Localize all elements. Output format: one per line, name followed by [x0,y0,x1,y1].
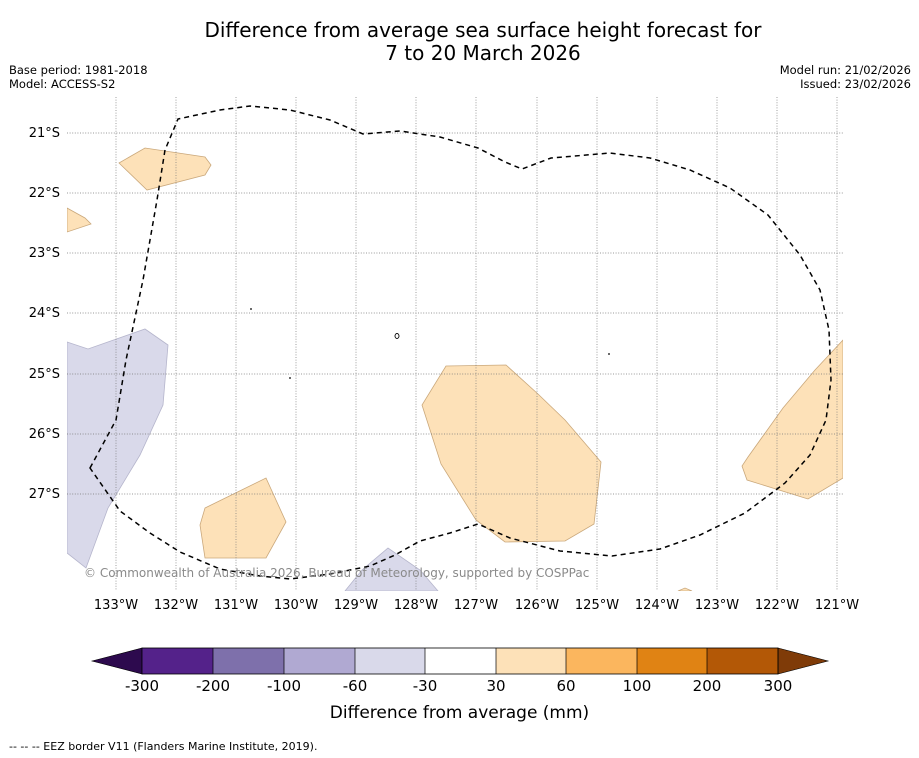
chart-title: Difference from average sea surface heig… [0,19,919,65]
colorbar-segment [213,648,284,674]
colorbar-tick-label: 60 [556,677,576,695]
colorbar-tick-label: 30 [486,677,506,695]
island-marker [289,377,291,379]
lon-label: 124°W [634,598,680,613]
issued-date: Issued: 23/02/2026 [800,77,911,91]
colorbar-tick-label: -30 [412,677,438,695]
lon-label: 126°W [514,598,560,613]
colorbar-frame [141,647,779,675]
colorbar-tick-label: 100 [622,677,652,695]
base-period: Base period: 1981-2018 [9,63,148,77]
gridlines [67,97,843,591]
lat-label: 22°S [28,186,60,201]
lon-label: 122°W [754,598,800,613]
colorbar-segment [637,648,707,674]
lat-label: 24°S [28,306,60,321]
model-run: Model run: 21/02/2026 [779,63,911,77]
positive-anomaly-region-sw [199,477,287,559]
colorbar-segment [707,648,778,674]
positive-anomaly-region-edge [67,207,92,233]
copyright-notice: © Commonwealth of Australia 2026, Bureau… [84,566,590,580]
title-line-1: Difference from average sea surface heig… [204,18,762,42]
map-area [67,97,843,591]
colorbar-tick-label: 200 [692,677,722,695]
lat-label: 21°S [28,126,60,141]
lon-label: 129°W [333,598,379,613]
negative-anomaly-region-south [344,547,439,591]
island-marker [608,353,610,355]
colorbar-segment [425,648,496,674]
meta-right: Model run: 21/02/2026 Issued: 23/02/2026 [780,63,911,91]
colorbar-segment [142,648,213,674]
colorbar-tick-label: -60 [342,677,368,695]
colorbar-tick-label: -300 [124,677,160,695]
lat-label: 26°S [28,427,60,442]
colorbar-dividers [212,648,708,674]
eez-border [89,105,832,580]
lon-label: 121°W [814,598,860,613]
island-marker [394,333,400,339]
meta-left: Base period: 1981-2018 Model: ACCESS-S2 [9,63,148,91]
positive-anomaly-region-small [677,587,693,591]
lat-label: 27°S [28,487,60,502]
positive-anomaly-region-central [421,364,602,543]
colorbar-segment [355,648,425,674]
lon-label: 125°W [574,598,620,613]
colorbar-segment [284,648,355,674]
model-name: Model: ACCESS-S2 [9,77,116,91]
lon-label: 130°W [273,598,319,613]
title-line-2: 7 to 20 March 2026 [385,41,581,65]
colorbar-tick-label: 300 [763,677,793,695]
lat-label: 23°S [28,246,60,261]
eez-legend-footnote: -- -- -- EEZ border V11 (Flanders Marine… [9,740,318,753]
colorbar-min-extension [90,647,143,675]
island-marker [250,308,252,310]
colorbar [90,647,830,675]
negative-anomaly-region-west [67,328,169,569]
colorbar-tick-label: -200 [195,677,231,695]
lon-label: 131°W [213,598,259,613]
lat-label: 25°S [28,367,60,382]
lon-label: 128°W [393,598,439,613]
colorbar-tick-label: -100 [266,677,302,695]
lon-label: 132°W [153,598,199,613]
lon-label: 127°W [453,598,499,613]
lon-label: 123°W [694,598,740,613]
positive-anomaly-region-east [741,339,843,500]
colorbar-segment [496,648,566,674]
colorbar-segment [566,648,637,674]
lon-label: 133°W [93,598,139,613]
positive-anomaly-region-nw [118,147,212,191]
colorbar-title: Difference from average (mm) [329,703,590,723]
colorbar-max-extension [777,647,830,675]
